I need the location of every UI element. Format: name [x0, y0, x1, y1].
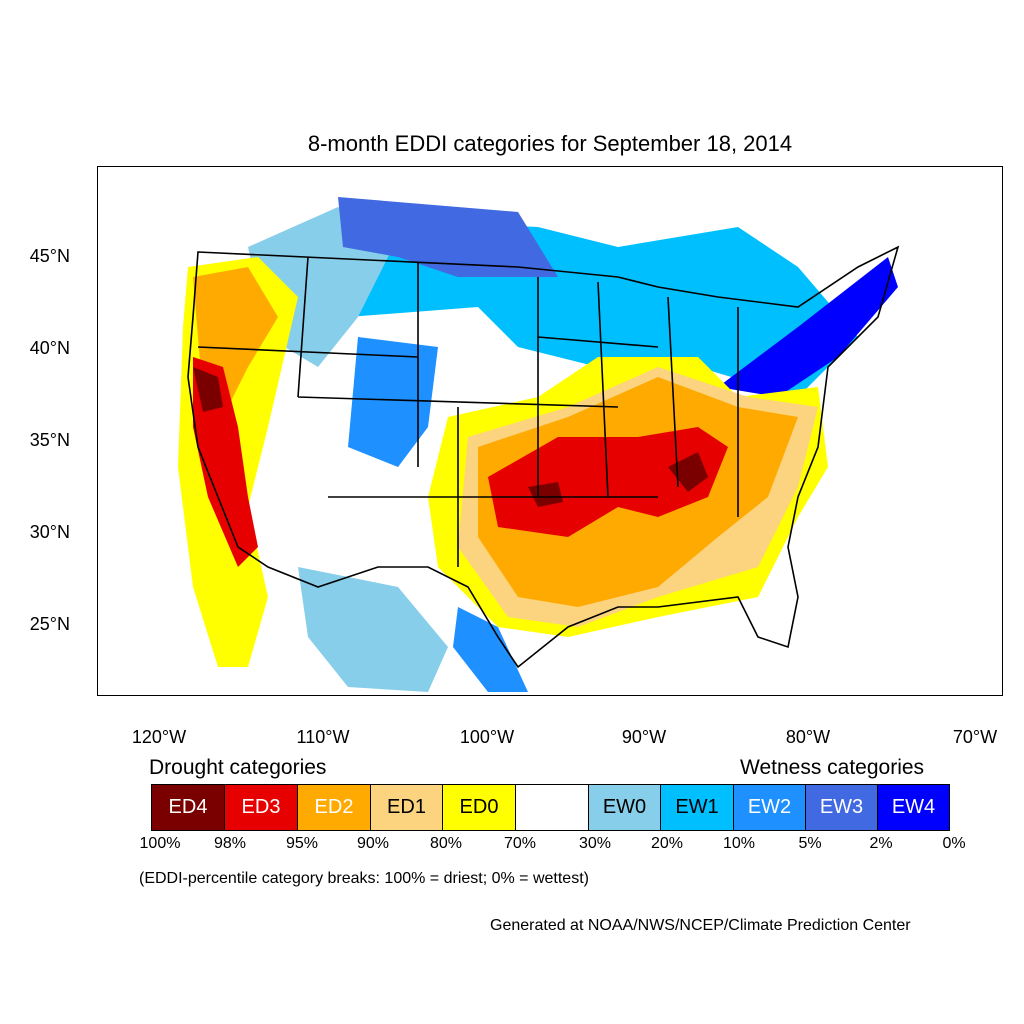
pct-label: 0% [942, 835, 966, 852]
lat-label-30: 30°N [29, 522, 70, 542]
us-outline [187, 245, 900, 669]
pct-label: 20% [650, 835, 684, 852]
legend-ew3: EW3 [805, 784, 878, 831]
pct-label: 30% [578, 835, 612, 852]
legend-ed4: ED4 [151, 784, 225, 831]
legend-neutral [515, 784, 589, 831]
pct-label: 5% [798, 835, 822, 852]
legend-ew3-label: EW3 [819, 796, 864, 818]
pct-label: 80% [429, 835, 463, 852]
legend-ew2: EW2 [733, 784, 806, 831]
legend-ed0: ED0 [442, 784, 516, 831]
state-lines [197, 256, 739, 567]
lon-label-110w: 110°W [296, 727, 350, 747]
ohio-valley-ed4 [668, 452, 708, 492]
oklahoma-ed4 [528, 482, 563, 507]
lat-label-35: 35°N [29, 430, 70, 450]
lat-label-45: 45°N [29, 246, 70, 266]
lat-label-40: 40°N [29, 338, 70, 358]
legend-ed1: ED1 [370, 784, 443, 831]
drought-categories-heading: Drought categories [149, 756, 327, 779]
legend-ed4-label: ED4 [168, 796, 208, 818]
lon-label-90w: 90°W [621, 727, 667, 747]
rockies-ew2 [348, 337, 438, 467]
great-plains-ew3 [338, 197, 558, 277]
lon-label-120w: 120°W [131, 727, 187, 747]
credit-text: Generated at NOAA/NWS/NCEP/Climate Predi… [490, 917, 911, 934]
great-lakes-ew4 [718, 257, 898, 397]
southwest-ew0 [298, 567, 448, 692]
pct-label: 100% [139, 835, 181, 852]
wetness-regions [248, 197, 898, 692]
legend-ed0-label: ED0 [459, 796, 499, 818]
lat-label-25: 25°N [29, 614, 70, 634]
lon-label-100w: 100°W [459, 727, 515, 747]
legend-ed2-label: ED2 [314, 796, 354, 818]
pct-label: 70% [503, 835, 537, 852]
legend-ew2-label: EW2 [747, 796, 792, 818]
pct-label: 98% [213, 835, 247, 852]
legend-ed3-label: ED3 [241, 796, 281, 818]
category-breaks-note: (EDDI-percentile category breaks: 100% =… [139, 870, 589, 887]
eddi-map-svg [178, 197, 900, 692]
wetness-categories-heading: Wetness categories [740, 756, 925, 779]
lon-label-70w: 70°W [952, 727, 998, 747]
pct-label: 2% [869, 835, 893, 852]
legend-ed2: ED2 [297, 784, 371, 831]
legend-ew0-label: EW0 [602, 796, 647, 818]
legend-ew0: EW0 [588, 784, 661, 831]
legend-ed1-label: ED1 [387, 796, 426, 818]
legend-ew1-label: EW1 [675, 796, 719, 818]
eddi-map [97, 166, 1003, 696]
pct-label: 90% [356, 835, 390, 852]
state-boundaries [187, 245, 900, 669]
map-title: 8-month EDDI categories for September 18… [307, 131, 793, 156]
legend-ew4-label: EW4 [891, 796, 936, 818]
pct-label: 10% [722, 835, 756, 852]
legend-ew1: EW1 [660, 784, 734, 831]
california-ed4 [193, 367, 223, 412]
lon-label-80w: 80°W [785, 727, 831, 747]
legend-ew4: EW4 [877, 784, 950, 831]
legend-ed3: ED3 [224, 784, 298, 831]
pct-label: 95% [285, 835, 319, 852]
texas-coast-ew2 [453, 607, 528, 692]
